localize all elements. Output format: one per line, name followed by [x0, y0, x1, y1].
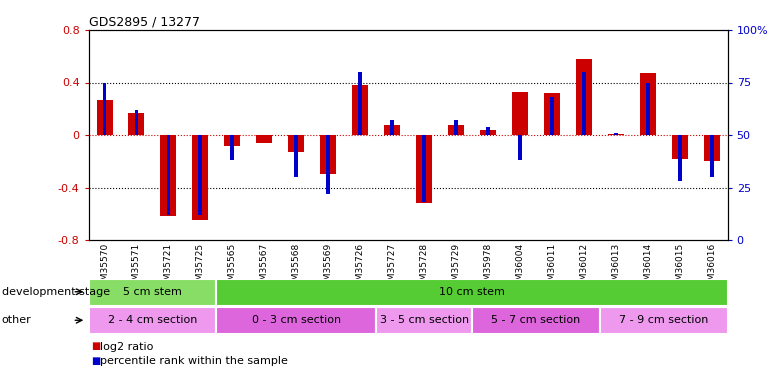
Bar	[166, 135, 170, 215]
Bar	[224, 135, 240, 146]
Text: log2 ratio: log2 ratio	[100, 342, 153, 351]
Bar	[608, 134, 624, 135]
Text: 5 cm stem: 5 cm stem	[123, 287, 182, 297]
Text: 0 - 3 cm section: 0 - 3 cm section	[252, 315, 341, 325]
Bar	[646, 82, 650, 135]
Bar	[640, 74, 656, 135]
Bar	[576, 59, 592, 135]
Bar	[472, 307, 600, 334]
Text: 2 - 4 cm section: 2 - 4 cm section	[108, 315, 197, 325]
Bar	[512, 92, 528, 135]
Text: percentile rank within the sample: percentile rank within the sample	[100, 356, 288, 366]
Bar	[320, 135, 336, 174]
Bar	[582, 72, 586, 135]
Bar	[102, 82, 106, 135]
Bar	[199, 135, 203, 215]
Text: development stage: development stage	[2, 287, 109, 297]
Bar	[678, 135, 681, 181]
Bar	[550, 97, 554, 135]
Bar	[384, 124, 400, 135]
Text: 3 - 5 cm section: 3 - 5 cm section	[380, 315, 469, 325]
Bar	[216, 307, 376, 334]
Bar	[710, 135, 714, 177]
Bar	[288, 135, 304, 152]
Text: ■: ■	[91, 356, 100, 366]
Bar	[422, 135, 426, 202]
Bar	[96, 100, 112, 135]
Bar	[671, 135, 688, 159]
Bar	[352, 85, 368, 135]
Bar	[326, 135, 330, 194]
Text: ■: ■	[91, 342, 100, 351]
Text: 5 - 7 cm section: 5 - 7 cm section	[491, 315, 581, 325]
Bar	[294, 135, 298, 177]
Bar	[89, 279, 216, 306]
Bar	[129, 112, 145, 135]
Text: GDS2895 / 13277: GDS2895 / 13277	[89, 16, 199, 29]
Bar	[600, 307, 728, 334]
Bar	[454, 120, 458, 135]
Bar	[376, 307, 472, 334]
Bar	[416, 135, 432, 203]
Bar	[89, 307, 216, 334]
Bar	[448, 124, 464, 135]
Text: 7 - 9 cm section: 7 - 9 cm section	[619, 315, 708, 325]
Bar	[518, 135, 522, 160]
Bar	[480, 130, 496, 135]
Bar	[256, 135, 273, 143]
Bar	[704, 135, 720, 161]
Bar	[230, 135, 234, 160]
Bar	[544, 93, 560, 135]
Bar	[160, 135, 176, 216]
Bar	[192, 135, 209, 220]
Bar	[486, 127, 490, 135]
Bar	[390, 120, 394, 135]
Bar	[358, 72, 362, 135]
Text: 10 cm stem: 10 cm stem	[439, 287, 505, 297]
Text: other: other	[2, 315, 32, 325]
Bar	[135, 110, 139, 135]
Bar	[216, 279, 728, 306]
Bar	[614, 133, 618, 135]
